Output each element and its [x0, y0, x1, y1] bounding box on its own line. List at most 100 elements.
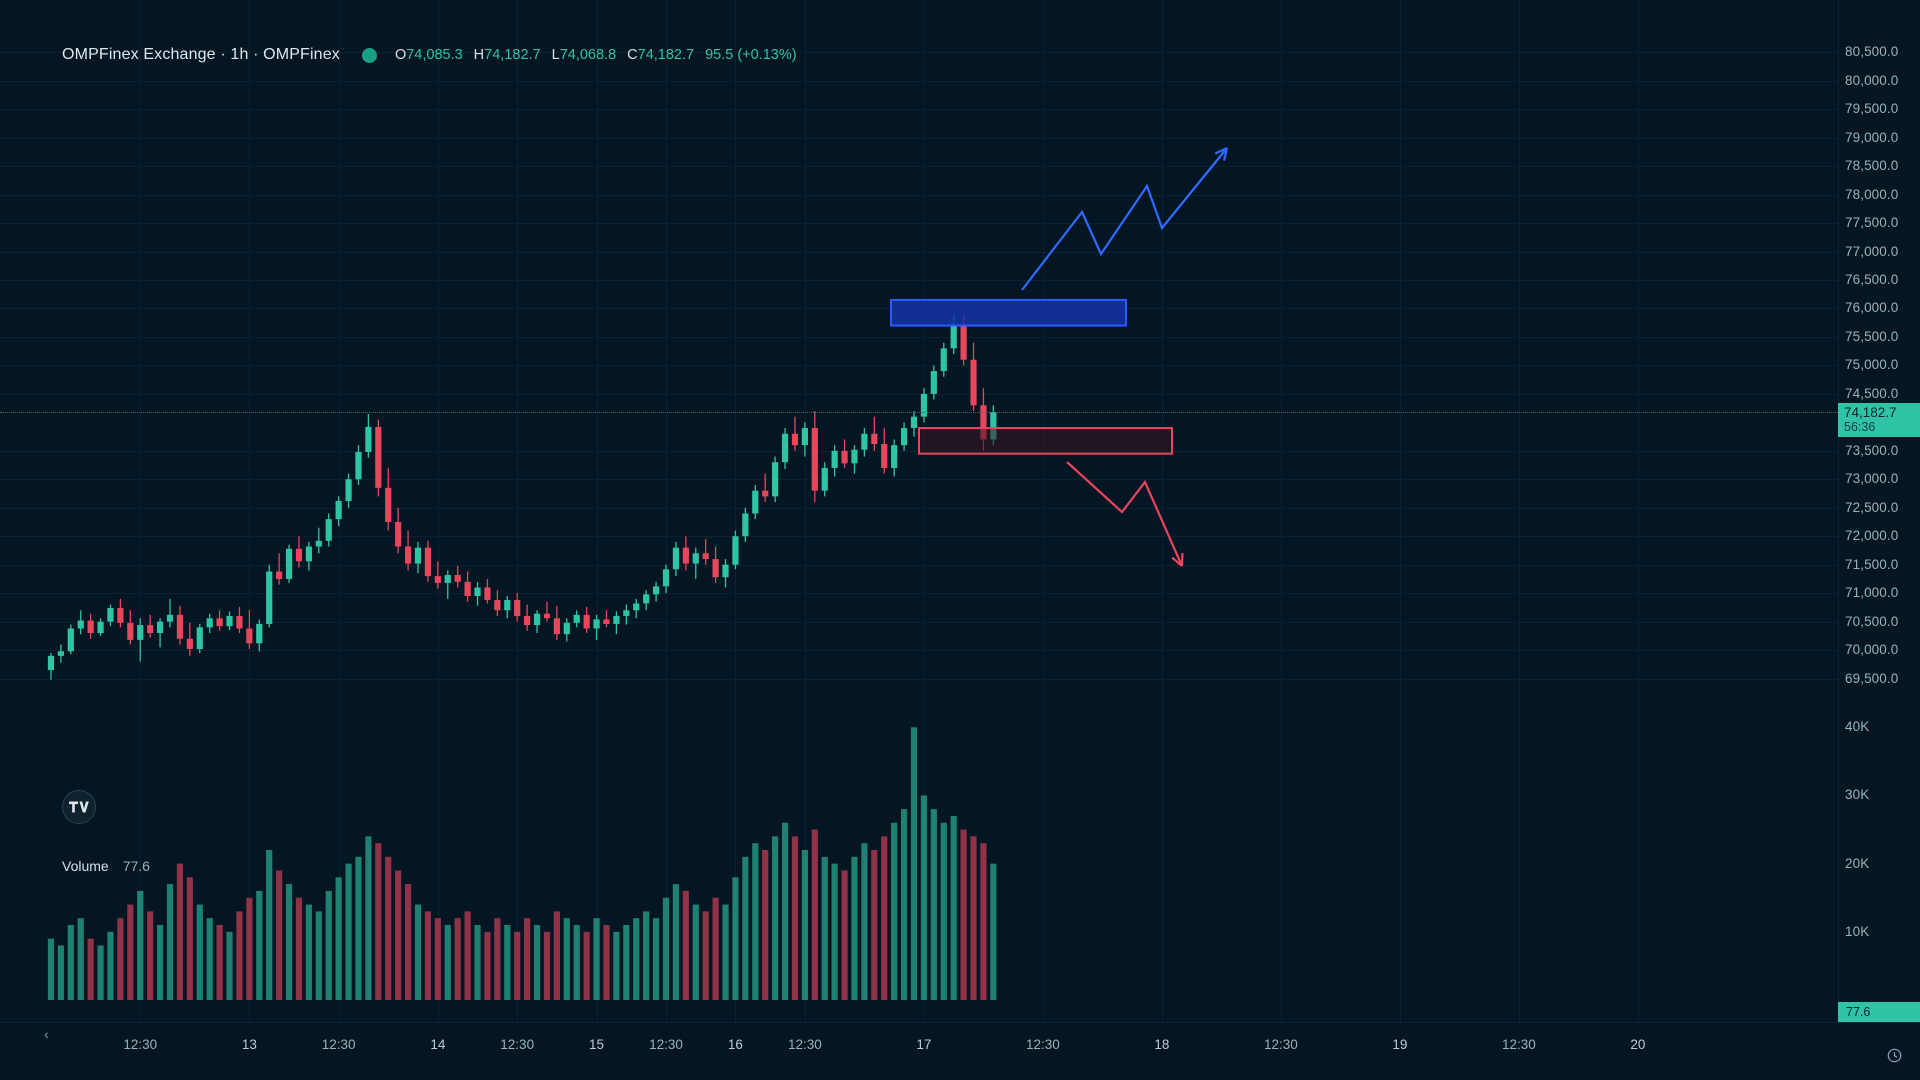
- time-scale[interactable]: 12:30 13 12:30 14 12:30 15 12:30 16 12:30 17 12:30…: [0, 1022, 1920, 1080]
- volume-bar: [682, 890, 689, 1000]
- candle-body: [424, 547, 432, 577]
- price-tick-label: 73,000.0: [1845, 471, 1899, 487]
- time-tick-label: 17: [916, 1037, 932, 1052]
- volume-legend-name: Volume: [62, 858, 109, 874]
- tradingview-logo-icon[interactable]: [62, 790, 96, 824]
- time-tick-label: 12:30: [123, 1037, 158, 1052]
- high-value: 74,182.7: [484, 47, 541, 63]
- price-tick-label: 69,500.0: [1845, 670, 1899, 686]
- volume-bar: [940, 822, 947, 1000]
- volume-bar: [246, 897, 253, 1000]
- candle-body: [246, 628, 253, 644]
- close-label: C: [627, 47, 638, 63]
- high-label: H: [473, 47, 485, 63]
- candle-body: [831, 450, 838, 468]
- volume-bar: [801, 850, 808, 1000]
- grid-line-vertical: [1043, 0, 1044, 1022]
- candle-body: [87, 620, 94, 634]
- volume-bar: [821, 856, 828, 1000]
- grid-line-horizontal: [0, 280, 1838, 281]
- candle-body: [196, 627, 203, 650]
- clock-icon[interactable]: [1887, 1048, 1902, 1066]
- candle-body: [166, 614, 174, 622]
- candle-body: [375, 426, 382, 488]
- candle-body: [702, 553, 709, 560]
- candle-body: [920, 393, 928, 417]
- bullish-projection[interactable]: [1021, 147, 1228, 291]
- candle-body: [285, 548, 293, 579]
- scroll-left-icon[interactable]: ‹: [44, 1026, 49, 1042]
- grid-line-vertical: [438, 0, 439, 1022]
- volume-bar: [226, 931, 233, 1000]
- candle-body: [404, 546, 412, 564]
- volume-bar: [295, 897, 303, 1000]
- candle-body: [841, 450, 848, 464]
- volume-bar: [494, 918, 501, 1000]
- volume-bar: [206, 918, 213, 1000]
- last-price-value: 74,182.7: [1844, 405, 1897, 420]
- candle-body: [464, 581, 471, 597]
- price-tick-label: 74,500.0: [1845, 385, 1899, 401]
- volume-bar: [176, 863, 184, 1000]
- candle-body: [682, 547, 689, 564]
- volume-bar: [514, 931, 521, 1000]
- volume-bar: [573, 925, 580, 1000]
- low-value: 74,068.8: [559, 47, 617, 63]
- time-tick-label: 18: [1154, 1037, 1170, 1052]
- candle-body: [910, 416, 918, 429]
- candle-body: [930, 371, 937, 394]
- live-dot-icon: [361, 47, 377, 63]
- volume-bar: [891, 822, 898, 1000]
- time-tick-label: 20: [1630, 1037, 1646, 1052]
- time-tick-label: 15: [589, 1037, 605, 1052]
- price-scale[interactable]: 80,500.0 80,000.0 79,500.0 79,000.0 78,500.0…: [1838, 0, 1920, 1022]
- volume-bar: [276, 870, 283, 1000]
- volume-bar: [662, 897, 670, 1000]
- volume-bar: [127, 904, 134, 1000]
- candle-body: [900, 428, 908, 446]
- candle-body: [791, 433, 799, 446]
- candle-body: [216, 618, 223, 627]
- volume-bar: [623, 925, 630, 1000]
- grid-line-horizontal: [0, 195, 1838, 196]
- candle-body: [176, 614, 184, 639]
- grid-line-vertical: [666, 0, 667, 1022]
- price-tick-label: 79,000.0: [1845, 129, 1899, 145]
- grid-line-vertical: [735, 0, 736, 1022]
- candle-body: [315, 540, 322, 547]
- bearish-projection[interactable]: [1066, 461, 1184, 567]
- candle-body: [67, 628, 74, 652]
- time-tick-label: 19: [1392, 1037, 1408, 1052]
- candle-body: [603, 619, 610, 624]
- symbol-title[interactable]: OMPFinex Exchange · 1h · OMPFinex: [62, 46, 340, 63]
- volume-bar: [831, 863, 838, 1000]
- volume-value-tag: 77.6: [1838, 1002, 1920, 1022]
- volume-bar: [752, 843, 759, 1000]
- volume-bar: [345, 863, 352, 1000]
- volume-bar: [980, 843, 987, 1000]
- bullish-projection-head: [1214, 147, 1228, 155]
- candle-body: [861, 433, 868, 450]
- candle-body: [553, 618, 560, 635]
- volume-bar: [772, 836, 779, 1000]
- volume-bar: [236, 911, 243, 1000]
- grid-line-vertical: [140, 0, 141, 1022]
- candle-body: [772, 462, 779, 497]
- volume-bar: [305, 904, 312, 1000]
- candle-body: [226, 615, 233, 627]
- grid-line-vertical: [517, 0, 518, 1022]
- grid-line-vertical: [1162, 0, 1163, 1022]
- volume-bar: [256, 890, 263, 1000]
- volume-bar: [851, 856, 858, 1000]
- grid-line-horizontal: [0, 650, 1838, 651]
- volume-bar: [147, 911, 154, 1000]
- volume-legend[interactable]: Volume 77.6: [62, 858, 150, 874]
- candle-body: [484, 587, 491, 601]
- support-zone[interactable]: [918, 427, 1173, 455]
- chart-plot-area[interactable]: [0, 0, 1838, 1022]
- volume-bar: [474, 925, 481, 1000]
- volume-tick-label: 20K: [1845, 855, 1870, 871]
- price-tick-label: 72,500.0: [1845, 499, 1899, 515]
- resistance-zone[interactable]: [890, 298, 1127, 327]
